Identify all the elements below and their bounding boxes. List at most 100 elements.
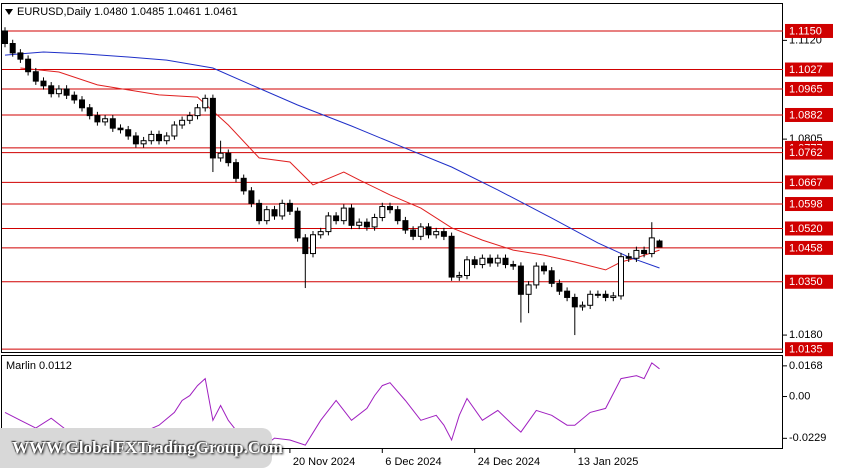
candle-body bbox=[271, 209, 278, 217]
level-label-box bbox=[785, 107, 833, 122]
candle-body bbox=[109, 118, 116, 129]
watermark: WWW.GlobalFXTradingGroup.Com bbox=[0, 428, 283, 468]
candle-body bbox=[317, 231, 324, 236]
x-tick-label: 13 Jan 2025 bbox=[578, 456, 639, 468]
y-tick-label: -0.0229 bbox=[789, 432, 826, 444]
level-label: 1.0520 bbox=[789, 223, 823, 235]
y-tick-label: 1.0180 bbox=[789, 329, 823, 341]
candle-body bbox=[171, 124, 178, 137]
level-label-box bbox=[785, 274, 833, 289]
candle-body bbox=[394, 209, 401, 222]
level-label-box bbox=[785, 197, 833, 212]
chart-header: EURUSD,Daily 1.0480 1.0485 1.0461 1.0461 bbox=[17, 6, 238, 18]
candle-body bbox=[618, 256, 624, 297]
candle-body bbox=[156, 133, 162, 142]
candle-body bbox=[148, 133, 155, 142]
candle-body bbox=[610, 295, 617, 298]
candle-body bbox=[294, 210, 301, 239]
candle-body bbox=[32, 71, 39, 82]
candle-body bbox=[55, 88, 62, 95]
candle-body bbox=[63, 88, 70, 96]
candle-body bbox=[510, 264, 517, 267]
y-tick-label: 0.0168 bbox=[789, 360, 823, 372]
candle-body bbox=[194, 107, 201, 117]
candle-body bbox=[279, 202, 286, 217]
candle-body bbox=[517, 265, 524, 295]
candle-body bbox=[487, 257, 494, 264]
oscillator-frame bbox=[1, 355, 783, 449]
level-label-box bbox=[785, 23, 833, 38]
candle-body bbox=[2, 30, 8, 45]
candle-body bbox=[594, 293, 601, 296]
candle-body bbox=[256, 202, 263, 222]
level-label-box bbox=[785, 175, 833, 190]
candle-body bbox=[356, 221, 363, 226]
candle-body bbox=[286, 202, 293, 212]
candle-body bbox=[325, 215, 332, 233]
x-tick-label: 24 Dec 2024 bbox=[478, 456, 540, 468]
candle-body bbox=[125, 129, 132, 137]
candle-body bbox=[448, 235, 455, 278]
candle-body bbox=[579, 304, 586, 308]
candle-body bbox=[363, 221, 370, 228]
candle-body bbox=[502, 257, 509, 266]
candle-body bbox=[340, 207, 347, 222]
candle-body bbox=[556, 282, 563, 292]
candle-body bbox=[302, 237, 309, 255]
candle-body bbox=[402, 220, 409, 231]
level-label: 1.0598 bbox=[789, 198, 823, 210]
candle-body bbox=[648, 237, 655, 255]
candle-body bbox=[587, 293, 594, 306]
candle-body bbox=[117, 127, 124, 131]
candle-body bbox=[71, 94, 78, 101]
level-label: 1.1150 bbox=[789, 25, 822, 37]
candle-body bbox=[263, 209, 270, 222]
candle-body bbox=[179, 119, 186, 126]
level-label-box bbox=[785, 62, 833, 77]
level-label: 1.0965 bbox=[789, 83, 823, 95]
candle-body bbox=[186, 115, 193, 121]
candle-body bbox=[225, 152, 232, 164]
candle-body bbox=[140, 140, 147, 145]
menu-triangle bbox=[5, 9, 13, 15]
candle-body bbox=[417, 226, 424, 237]
candle-body bbox=[25, 58, 32, 73]
candle-body bbox=[387, 206, 393, 211]
candle-body bbox=[217, 152, 224, 159]
candle-body bbox=[410, 229, 417, 237]
candle-body bbox=[240, 177, 247, 192]
candle-body bbox=[525, 284, 532, 295]
candle-body bbox=[548, 270, 555, 284]
candle-body bbox=[641, 249, 648, 255]
candle-body bbox=[541, 265, 547, 272]
candle-body bbox=[48, 85, 55, 95]
candle-body bbox=[17, 52, 24, 60]
candle-body bbox=[440, 231, 447, 237]
candle-body bbox=[9, 43, 16, 54]
level-label: 1.1027 bbox=[789, 64, 823, 76]
candle-body bbox=[209, 97, 216, 159]
level-label-box bbox=[785, 221, 833, 236]
candle-body bbox=[571, 296, 578, 308]
candle-body bbox=[494, 257, 501, 264]
oscillator-title: Marlin 0.0112 bbox=[6, 360, 72, 372]
main-frame bbox=[1, 3, 783, 353]
candle-body bbox=[348, 207, 355, 226]
candle-body bbox=[310, 234, 316, 255]
level-label-box bbox=[785, 145, 833, 160]
candle-body bbox=[86, 107, 93, 117]
candle-body bbox=[633, 249, 640, 259]
candle-body bbox=[379, 206, 386, 219]
candle-body bbox=[132, 135, 139, 145]
candle-body bbox=[464, 259, 470, 277]
candle-body bbox=[456, 275, 463, 278]
candle-body bbox=[202, 97, 209, 109]
level-label: 1.0667 bbox=[789, 177, 823, 189]
candle-body bbox=[233, 162, 239, 179]
candle-body bbox=[564, 290, 571, 298]
candle-body bbox=[425, 226, 432, 236]
x-tick-label: 20 Nov 2024 bbox=[293, 456, 355, 468]
candle-body bbox=[656, 240, 663, 248]
